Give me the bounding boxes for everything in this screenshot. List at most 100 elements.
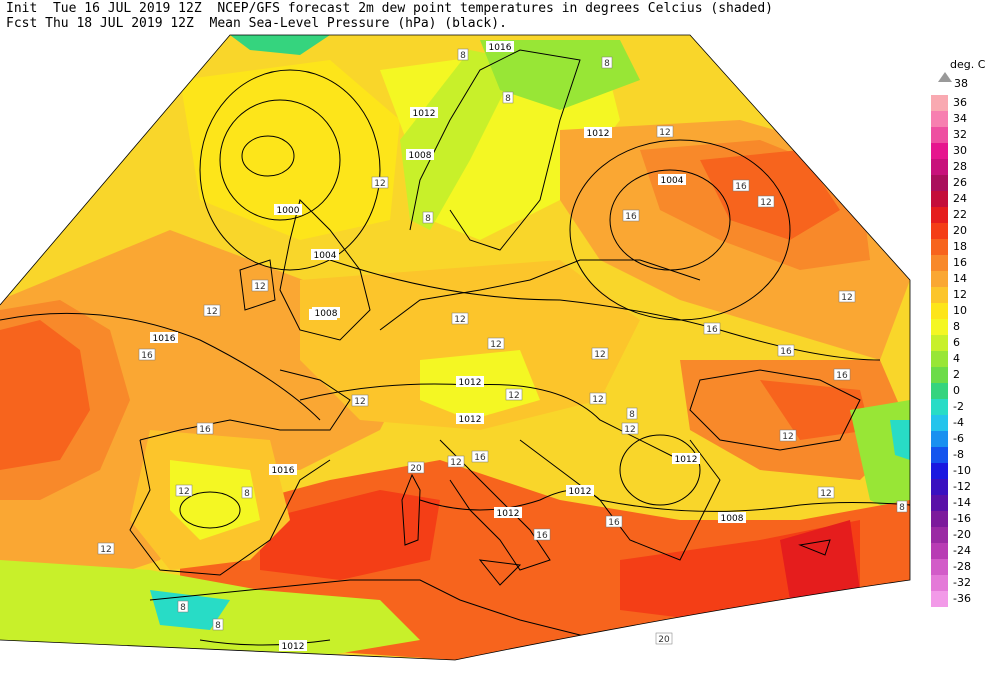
dewpoint-label: 16: [735, 182, 747, 192]
isobar-label-box: [312, 307, 340, 318]
isobar-label-box: [150, 332, 178, 343]
legend-top-arrow: [938, 72, 952, 82]
legend-label: 4: [953, 352, 960, 365]
atlantic-core-region: [0, 320, 90, 470]
legend-swatch: [931, 575, 948, 591]
dewpoint-label: 8: [604, 59, 610, 69]
isobar-label: 1012: [587, 129, 610, 139]
east-med-hot-core: [780, 520, 860, 600]
isobar-low-center: [241, 135, 295, 177]
legend-label: -12: [953, 480, 971, 493]
legend-swatch: [931, 271, 948, 287]
dewpoint-label: 8: [629, 410, 635, 420]
legend-swatch: [931, 111, 948, 127]
dewpoint-label: 12: [454, 315, 465, 325]
dewpoint-label-box: [351, 394, 369, 407]
isobar-label-box: [456, 376, 484, 387]
dewpoint-label-box: [422, 211, 434, 224]
dewpoint-label-box: [655, 632, 673, 645]
dewpoint-label: 16: [625, 212, 637, 222]
caucasus-cold-region: [890, 420, 910, 460]
legend-swatch: [931, 367, 948, 383]
isobar-label-box: [566, 485, 594, 496]
dewpoint-label-box: [505, 388, 523, 401]
coastline-ireland: [239, 259, 276, 311]
legend-label: -4: [953, 416, 964, 429]
legend-swatch: [931, 143, 948, 159]
dewpoint-label-box: [656, 125, 674, 138]
dewpoint-label-box: [896, 500, 908, 513]
dewpoint-label-box: [703, 322, 721, 335]
dewpoint-label: 12: [594, 350, 605, 360]
coastline-continent: [139, 259, 701, 441]
dewpoint-label-box: [502, 91, 514, 104]
legend-swatch: [931, 159, 948, 175]
dewpoint-label: 16: [706, 325, 718, 335]
legend-label: -16: [953, 512, 971, 525]
isobar-label: 1012: [413, 109, 436, 119]
dewpoint-label-box: [451, 312, 469, 325]
legend-swatch: [931, 447, 948, 463]
coastline-iberia: [129, 439, 331, 576]
dewpoint-label-box: [601, 56, 613, 69]
isobar-1008-southeast: [599, 499, 911, 512]
dewpoint-label: 16: [536, 531, 548, 541]
isobar-label-box: [456, 413, 484, 424]
legend-label: -8: [953, 448, 964, 461]
legend-top-label: 38: [954, 77, 968, 90]
legend-swatch: [931, 95, 948, 111]
legend-label: 0: [953, 384, 960, 397]
isobar-label: 1016: [153, 334, 176, 344]
legend-swatch: [931, 543, 948, 559]
dewpoint-label-box: [175, 484, 193, 497]
isobar-label-box: [658, 174, 686, 185]
lapland-region: [480, 40, 640, 110]
legend-swatch: [931, 335, 948, 351]
north-sea-region: [180, 60, 400, 240]
isobar-east-low: [609, 169, 731, 271]
isobar-label: 1012: [569, 487, 592, 497]
isobar-label-box: [410, 107, 438, 118]
isobar-label-box: [486, 41, 514, 52]
dewpoint-label-box: [591, 347, 609, 360]
dewpoint-label: 12: [782, 432, 793, 442]
legend-swatch: [931, 223, 948, 239]
dewpoint-label: 12: [100, 545, 111, 555]
isobar-label-box: [406, 149, 434, 160]
legend-label: 14: [953, 272, 967, 285]
dewpoint-label-box: [626, 407, 638, 420]
dewpoint-label-box: [779, 429, 797, 442]
legend-label: 36: [953, 96, 967, 109]
isobar-label-box: [584, 127, 612, 138]
dewpoint-label: 12: [659, 128, 670, 138]
legend-label: -32: [953, 576, 971, 589]
dewpoint-label: 16: [608, 518, 620, 528]
isobar-low-ring: [219, 99, 341, 221]
legend-swatch: [931, 303, 948, 319]
legend-label: 18: [953, 240, 967, 253]
legend-swatch: [931, 127, 948, 143]
legend-swatch: [931, 207, 948, 223]
dewpoint-label: 12: [820, 489, 831, 499]
dewpoint-label: 8: [425, 214, 431, 224]
dewpoint-label: 12: [841, 293, 852, 303]
coastline-cyprus: [798, 539, 831, 556]
coastline-black-sea: [689, 369, 861, 451]
legend-swatch: [931, 191, 948, 207]
dewpoint-label: 8: [899, 503, 905, 513]
dewpoint-label-box: [621, 422, 639, 435]
legend-swatch: [931, 431, 948, 447]
legend-label: 24: [953, 192, 967, 205]
isobar-label: 1004: [661, 176, 684, 186]
isobar-label: 1012: [497, 509, 520, 519]
norway-coast-region: [400, 50, 520, 230]
dewpoint-label: 8: [180, 603, 186, 613]
legend-unit-label: deg. C: [950, 58, 986, 71]
legend-label: 28: [953, 160, 967, 173]
dewpoint-label: 12: [624, 425, 635, 435]
legend-label: -28: [953, 560, 971, 573]
dewpoint-label: 16: [199, 425, 211, 435]
dewpoint-label-box: [471, 450, 489, 463]
